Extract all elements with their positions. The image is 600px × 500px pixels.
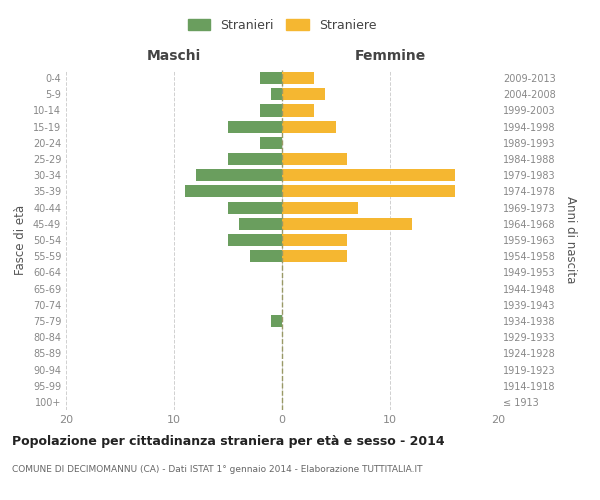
Bar	[250, 250, 282, 262]
Bar	[282, 218, 412, 230]
Bar	[239, 218, 282, 230]
Bar	[282, 202, 358, 213]
Y-axis label: Anni di nascita: Anni di nascita	[564, 196, 577, 284]
Legend: Stranieri, Straniere: Stranieri, Straniere	[183, 14, 381, 37]
Text: Femmine: Femmine	[355, 48, 425, 62]
Bar	[271, 88, 282, 101]
Text: Maschi: Maschi	[147, 48, 201, 62]
Bar	[282, 186, 455, 198]
Text: Popolazione per cittadinanza straniera per età e sesso - 2014: Popolazione per cittadinanza straniera p…	[12, 435, 445, 448]
Bar	[271, 315, 282, 327]
Bar	[260, 104, 282, 117]
Bar	[282, 250, 347, 262]
Y-axis label: Fasce di età: Fasce di età	[14, 205, 27, 275]
Bar	[282, 153, 347, 165]
Bar	[228, 202, 282, 213]
Bar	[282, 104, 314, 117]
Bar	[282, 234, 347, 246]
Text: COMUNE DI DECIMOMANNU (CA) - Dati ISTAT 1° gennaio 2014 - Elaborazione TUTTITALI: COMUNE DI DECIMOMANNU (CA) - Dati ISTAT …	[12, 465, 422, 474]
Bar	[282, 120, 336, 132]
Bar	[260, 72, 282, 84]
Bar	[260, 137, 282, 149]
Bar	[228, 234, 282, 246]
Bar	[282, 88, 325, 101]
Bar	[282, 72, 314, 84]
Bar	[196, 169, 282, 181]
Bar	[282, 169, 455, 181]
Bar	[228, 120, 282, 132]
Bar	[228, 153, 282, 165]
Bar	[185, 186, 282, 198]
